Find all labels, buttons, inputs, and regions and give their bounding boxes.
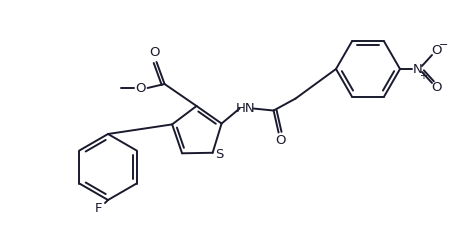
Text: HN: HN xyxy=(236,102,255,115)
Text: +: + xyxy=(419,71,427,81)
Text: N: N xyxy=(413,63,423,76)
Text: −: − xyxy=(439,40,449,50)
Text: S: S xyxy=(215,148,224,161)
Text: O: O xyxy=(431,43,441,56)
Text: O: O xyxy=(149,45,160,59)
Text: O: O xyxy=(275,134,286,147)
Text: O: O xyxy=(135,81,146,94)
Text: F: F xyxy=(94,201,102,214)
Text: O: O xyxy=(431,81,441,93)
